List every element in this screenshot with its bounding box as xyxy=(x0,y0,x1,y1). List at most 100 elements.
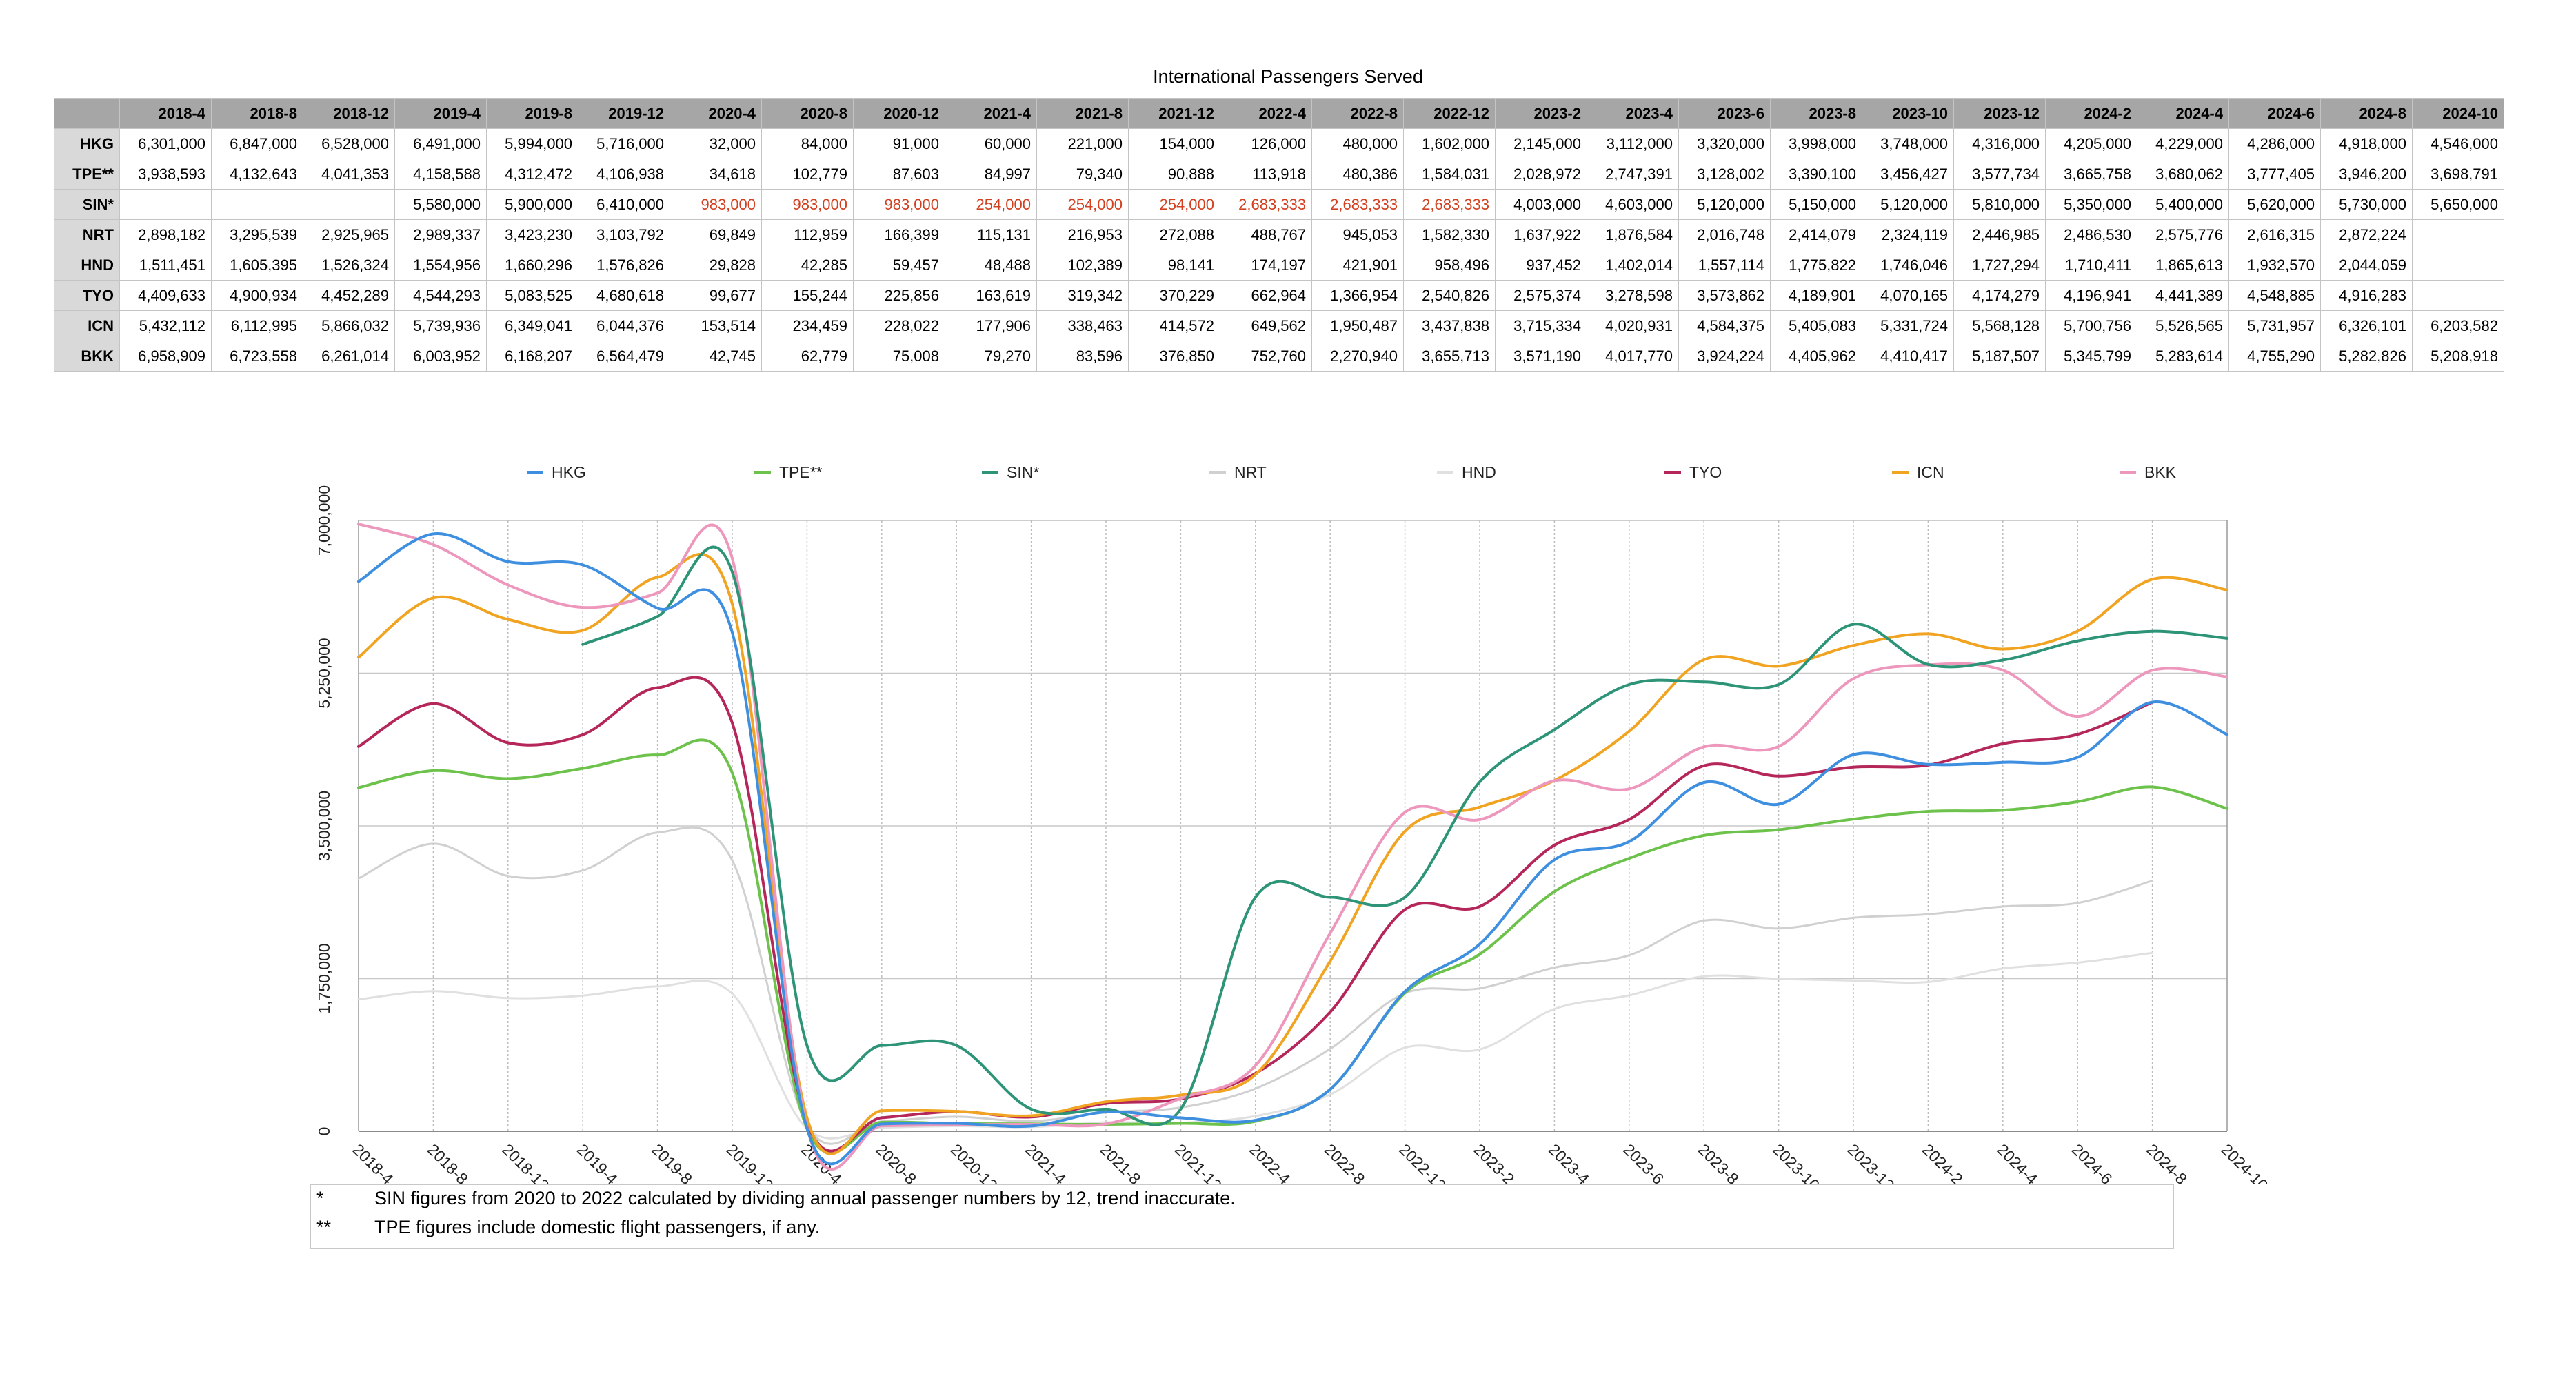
table-cell: 3,390,100 xyxy=(1770,159,1862,190)
table-cell: 4,584,375 xyxy=(1678,310,1771,341)
table-cell: 254,000 xyxy=(945,189,1037,220)
table-cell: 225,856 xyxy=(853,280,945,311)
table-cell: 3,573,862 xyxy=(1678,280,1771,311)
footnotes-box: * SIN figures from 2020 to 2022 calculat… xyxy=(310,1184,2174,1249)
x-tick-label: 2024-8 xyxy=(2143,1140,2191,1184)
table-cell: 5,208,918 xyxy=(2412,341,2504,372)
table-cell: 1,876,584 xyxy=(1587,219,1679,250)
table-cell: 87,603 xyxy=(853,159,945,190)
table-cell xyxy=(2412,280,2504,311)
table-cell: 4,312,472 xyxy=(486,159,578,190)
table-cell: 5,730,000 xyxy=(2320,189,2413,220)
table-cell: 4,409,633 xyxy=(119,280,212,311)
table-cell: 4,548,885 xyxy=(2228,280,2321,311)
table-cell: 5,650,000 xyxy=(2412,189,2504,220)
column-header: 2018-12 xyxy=(303,98,395,129)
row-header: NRT xyxy=(54,219,120,250)
x-tick-label: 2019-4 xyxy=(574,1140,621,1184)
x-tick-label: 2018-12 xyxy=(499,1140,552,1184)
table-cell: 216,953 xyxy=(1036,219,1129,250)
table-cell: 2,683,333 xyxy=(1403,189,1496,220)
table-cell: 5,345,799 xyxy=(2045,341,2137,372)
table-cell: 2,925,965 xyxy=(303,219,395,250)
table-cell: 6,958,909 xyxy=(119,341,212,372)
table-cell: 1,557,114 xyxy=(1678,250,1771,281)
column-header: 2023-6 xyxy=(1678,98,1771,129)
table-cell: 937,452 xyxy=(1495,250,1587,281)
table-cell: 113,918 xyxy=(1220,159,1312,190)
table-cell: 5,150,000 xyxy=(1770,189,1862,220)
table-cell: 79,340 xyxy=(1036,159,1129,190)
table-cell: 221,000 xyxy=(1036,128,1129,159)
row-header: TPE** xyxy=(54,159,120,190)
legend-item: HKG xyxy=(527,463,586,481)
table-cell: 2,540,826 xyxy=(1403,280,1496,311)
series-line-tyo xyxy=(357,676,2154,1153)
table-cell: 2,446,985 xyxy=(1953,219,2046,250)
legend-item: TPE** xyxy=(754,463,823,481)
table-cell: 4,158,588 xyxy=(394,159,487,190)
table-cell: 5,350,000 xyxy=(2045,189,2137,220)
table-cell: 6,564,479 xyxy=(578,341,670,372)
x-tick-label: 2022-4 xyxy=(1246,1140,1294,1184)
table-cell: 4,544,293 xyxy=(394,280,487,311)
table-cell: 3,577,734 xyxy=(1953,159,2046,190)
row-header: ICN xyxy=(54,310,120,341)
column-header: 2022-4 xyxy=(1220,98,1312,129)
table-cell: 3,278,598 xyxy=(1587,280,1679,311)
table-cell: 59,457 xyxy=(853,250,945,281)
row-header: HKG xyxy=(54,128,120,159)
table-cell: 6,349,041 xyxy=(486,310,578,341)
table-cell: 2,616,315 xyxy=(2228,219,2321,250)
table-row: ICN 5,432,112 6,112,995 5,866,032 5,739,936 6… xyxy=(54,310,2504,341)
table-cell: 272,088 xyxy=(1128,219,1220,250)
table-cell: 1,775,822 xyxy=(1770,250,1862,281)
table-cell: 6,723,558 xyxy=(211,341,303,372)
series-line-hnd xyxy=(357,951,2154,1140)
y-tick-label: 1,750,000 xyxy=(315,943,333,1013)
table-cell: 2,747,391 xyxy=(1587,159,1679,190)
series-line-icn xyxy=(357,552,2228,1155)
table-cell: 983,000 xyxy=(670,189,762,220)
column-header: 2023-10 xyxy=(1862,98,1954,129)
table-cell: 3,295,539 xyxy=(211,219,303,250)
table-cell: 102,779 xyxy=(761,159,854,190)
table-cell: 98,141 xyxy=(1128,250,1220,281)
table-cell: 102,389 xyxy=(1036,250,1129,281)
table-cell: 2,898,182 xyxy=(119,219,212,250)
table-cell xyxy=(119,189,212,220)
table-cell: 91,000 xyxy=(853,128,945,159)
table-cell: 42,285 xyxy=(761,250,854,281)
table-cell: 958,496 xyxy=(1403,250,1496,281)
table-cell: 983,000 xyxy=(853,189,945,220)
table-cell: 1,710,411 xyxy=(2045,250,2137,281)
table-cell: 1,746,046 xyxy=(1862,250,1954,281)
table-row: TYO 4,409,633 4,900,934 4,452,289 4,544,293 5… xyxy=(54,280,2504,311)
table-cell: 75,008 xyxy=(853,341,945,372)
table-cell: 29,828 xyxy=(670,250,762,281)
table-cell: 5,432,112 xyxy=(119,310,212,341)
table-cell: 4,205,000 xyxy=(2045,128,2137,159)
x-tick-label: 2024-2 xyxy=(1919,1140,1966,1184)
table-cell: 153,514 xyxy=(670,310,762,341)
x-tick-label: 2022-8 xyxy=(1321,1140,1369,1184)
table-cell: 90,888 xyxy=(1128,159,1220,190)
table-cell: 3,665,758 xyxy=(2045,159,2137,190)
table-cell: 2,145,000 xyxy=(1495,128,1587,159)
table-cell: 6,112,995 xyxy=(211,310,303,341)
table-cell: 5,810,000 xyxy=(1953,189,2046,220)
series-line-sin xyxy=(581,545,2228,1126)
table-corner-cell xyxy=(54,98,120,129)
table-cell: 3,924,224 xyxy=(1678,341,1771,372)
row-header: SIN* xyxy=(54,189,120,220)
table-cell: 4,286,000 xyxy=(2228,128,2321,159)
table-cell: 3,748,000 xyxy=(1862,128,1954,159)
table-cell: 1,576,826 xyxy=(578,250,670,281)
table-cell: 983,000 xyxy=(761,189,854,220)
table-cell: 5,994,000 xyxy=(486,128,578,159)
table-cell: 6,847,000 xyxy=(211,128,303,159)
table-cell: 3,571,190 xyxy=(1495,341,1587,372)
footnote-marker: ** xyxy=(316,1217,332,1237)
table-cell: 155,244 xyxy=(761,280,854,311)
table-cell: 5,187,507 xyxy=(1953,341,2046,372)
